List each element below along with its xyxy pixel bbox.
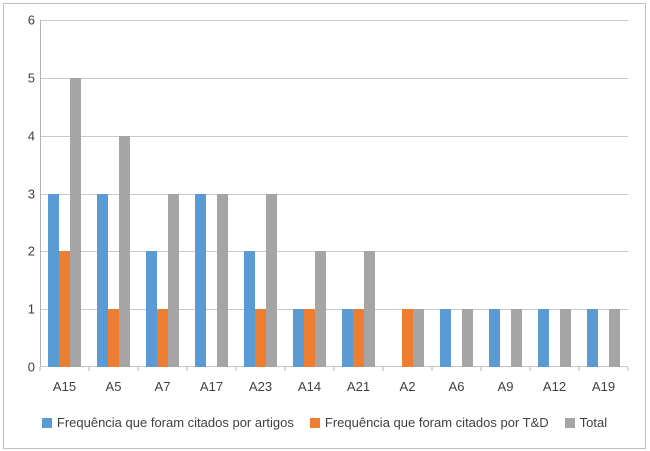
legend-swatch-icon xyxy=(41,417,52,428)
x-tick-label-a2: A2 xyxy=(399,379,416,394)
bar-series1-a14 xyxy=(293,309,304,367)
bar-group-a5 xyxy=(89,20,138,367)
x-axis-tick xyxy=(431,367,433,371)
y-axis-line xyxy=(40,20,41,367)
bar-series2-a15 xyxy=(59,251,70,367)
x-tick-label-a23: A23 xyxy=(248,379,273,394)
bar-series2-a7 xyxy=(157,309,168,367)
legend-item-series1: Frequência que foram citados por artigos xyxy=(41,415,294,430)
bar-series1-a21 xyxy=(342,309,353,367)
legend-label: Total xyxy=(579,415,608,430)
legend-label: Frequência que foram citados por T&D xyxy=(324,415,549,430)
x-axis-tick xyxy=(480,367,482,371)
bar-series3-a9 xyxy=(511,309,522,367)
x-tick-label-a19: A19 xyxy=(591,379,616,394)
y-tick-label: 1 xyxy=(27,301,35,317)
x-axis-tick xyxy=(39,367,41,371)
y-tick-label: 4 xyxy=(27,128,35,144)
x-axis-tick xyxy=(333,367,335,371)
bar-series1-a9 xyxy=(489,309,500,367)
bar-group-a14 xyxy=(285,20,334,367)
gridline-y1 xyxy=(40,309,628,311)
bar-series1-a7 xyxy=(146,251,157,367)
bar-group-a21 xyxy=(334,20,383,367)
bar-series3-a12 xyxy=(560,309,571,367)
bar-group-a6 xyxy=(432,20,481,367)
y-tick-label: 2 xyxy=(27,243,35,259)
x-axis-tick xyxy=(137,367,139,371)
y-tick-label: 0 xyxy=(27,359,35,375)
bar-group-a7 xyxy=(138,20,187,367)
x-tick-label-a14: A14 xyxy=(297,379,322,394)
bar-series1-a23 xyxy=(244,251,255,367)
x-axis-tick xyxy=(578,367,580,371)
x-tick-label-a5: A5 xyxy=(105,379,122,394)
x-axis-tick xyxy=(186,367,188,371)
bar-group-a9 xyxy=(481,20,530,367)
gridline-y2 xyxy=(40,251,628,253)
y-tick-label: 3 xyxy=(27,186,35,201)
gridline-y0 xyxy=(40,366,628,367)
bar-series1-a6 xyxy=(440,309,451,367)
bar-series1-a19 xyxy=(587,309,598,367)
x-tick-label-a21: A21 xyxy=(346,379,371,394)
x-axis-labels: A15 A5 A7 A17 A23 A14 A21 A2 A6 A9 A12 A19 xyxy=(40,380,628,393)
gridline-y5 xyxy=(40,77,628,79)
gridline-y6 xyxy=(40,20,628,21)
legend: Frequência que foram citados por artigos… xyxy=(4,416,645,429)
bar-series3-a6 xyxy=(462,309,473,367)
y-tick-label: 6 xyxy=(27,12,35,28)
x-tick-label-a12: A12 xyxy=(542,379,567,394)
bar-series3-a21 xyxy=(364,251,375,367)
bar-series3-a14 xyxy=(315,251,326,367)
x-tick-label-a15: A15 xyxy=(52,379,77,394)
x-axis-tick xyxy=(627,367,629,371)
x-tick-label-a17: A17 xyxy=(199,379,224,394)
plot-area xyxy=(39,20,629,371)
bar-series3-a23 xyxy=(266,193,277,367)
x-axis-tick xyxy=(529,367,531,371)
x-tick-label-a6: A6 xyxy=(448,379,465,394)
x-tick-label-a9: A9 xyxy=(497,379,514,394)
y-axis-labels: 0 1 2 3 4 5 6 xyxy=(4,14,35,374)
bar-series1-a17 xyxy=(195,193,206,367)
legend-swatch-icon xyxy=(564,417,575,428)
x-tick-label-a7: A7 xyxy=(154,379,171,394)
x-axis-tick xyxy=(382,367,384,371)
bar-group-a17 xyxy=(187,20,236,367)
bar-series2-a21 xyxy=(353,309,364,367)
x-axis-tick xyxy=(88,367,90,371)
bar-group-a19 xyxy=(579,20,628,367)
bar-series1-a12 xyxy=(538,309,549,367)
legend-label: Frequência que foram citados por artigos xyxy=(56,415,294,430)
bar-series1-a5 xyxy=(97,193,108,367)
y-tick-label: 5 xyxy=(27,70,35,86)
bar-group-a12 xyxy=(530,20,579,367)
gridline-y3 xyxy=(40,193,628,195)
legend-item-series3: Total xyxy=(564,415,608,430)
bar-series2-a14 xyxy=(304,309,315,367)
bar-series2-a23 xyxy=(255,309,266,367)
bar-series3-a19 xyxy=(609,309,620,367)
gridline-y4 xyxy=(40,135,628,137)
x-axis-tick xyxy=(235,367,237,371)
bar-group-a23 xyxy=(236,20,285,367)
bar-series2-a5 xyxy=(108,309,119,367)
bar-series3-a7 xyxy=(168,193,179,367)
legend-item-series2: Frequência que foram citados por T&D xyxy=(309,415,549,430)
bars-row xyxy=(40,20,628,367)
bar-group-a15 xyxy=(40,20,89,367)
bar-series3-a15 xyxy=(70,77,81,367)
bar-series3-a17 xyxy=(217,193,228,367)
bar-series1-a15 xyxy=(48,193,59,367)
bar-series3-a2 xyxy=(413,309,424,367)
bar-series2-a2 xyxy=(402,309,413,367)
x-axis-tick xyxy=(284,367,286,371)
bar-series3-a5 xyxy=(119,135,130,367)
legend-swatch-icon xyxy=(309,417,320,428)
bar-group-a2 xyxy=(383,20,432,367)
